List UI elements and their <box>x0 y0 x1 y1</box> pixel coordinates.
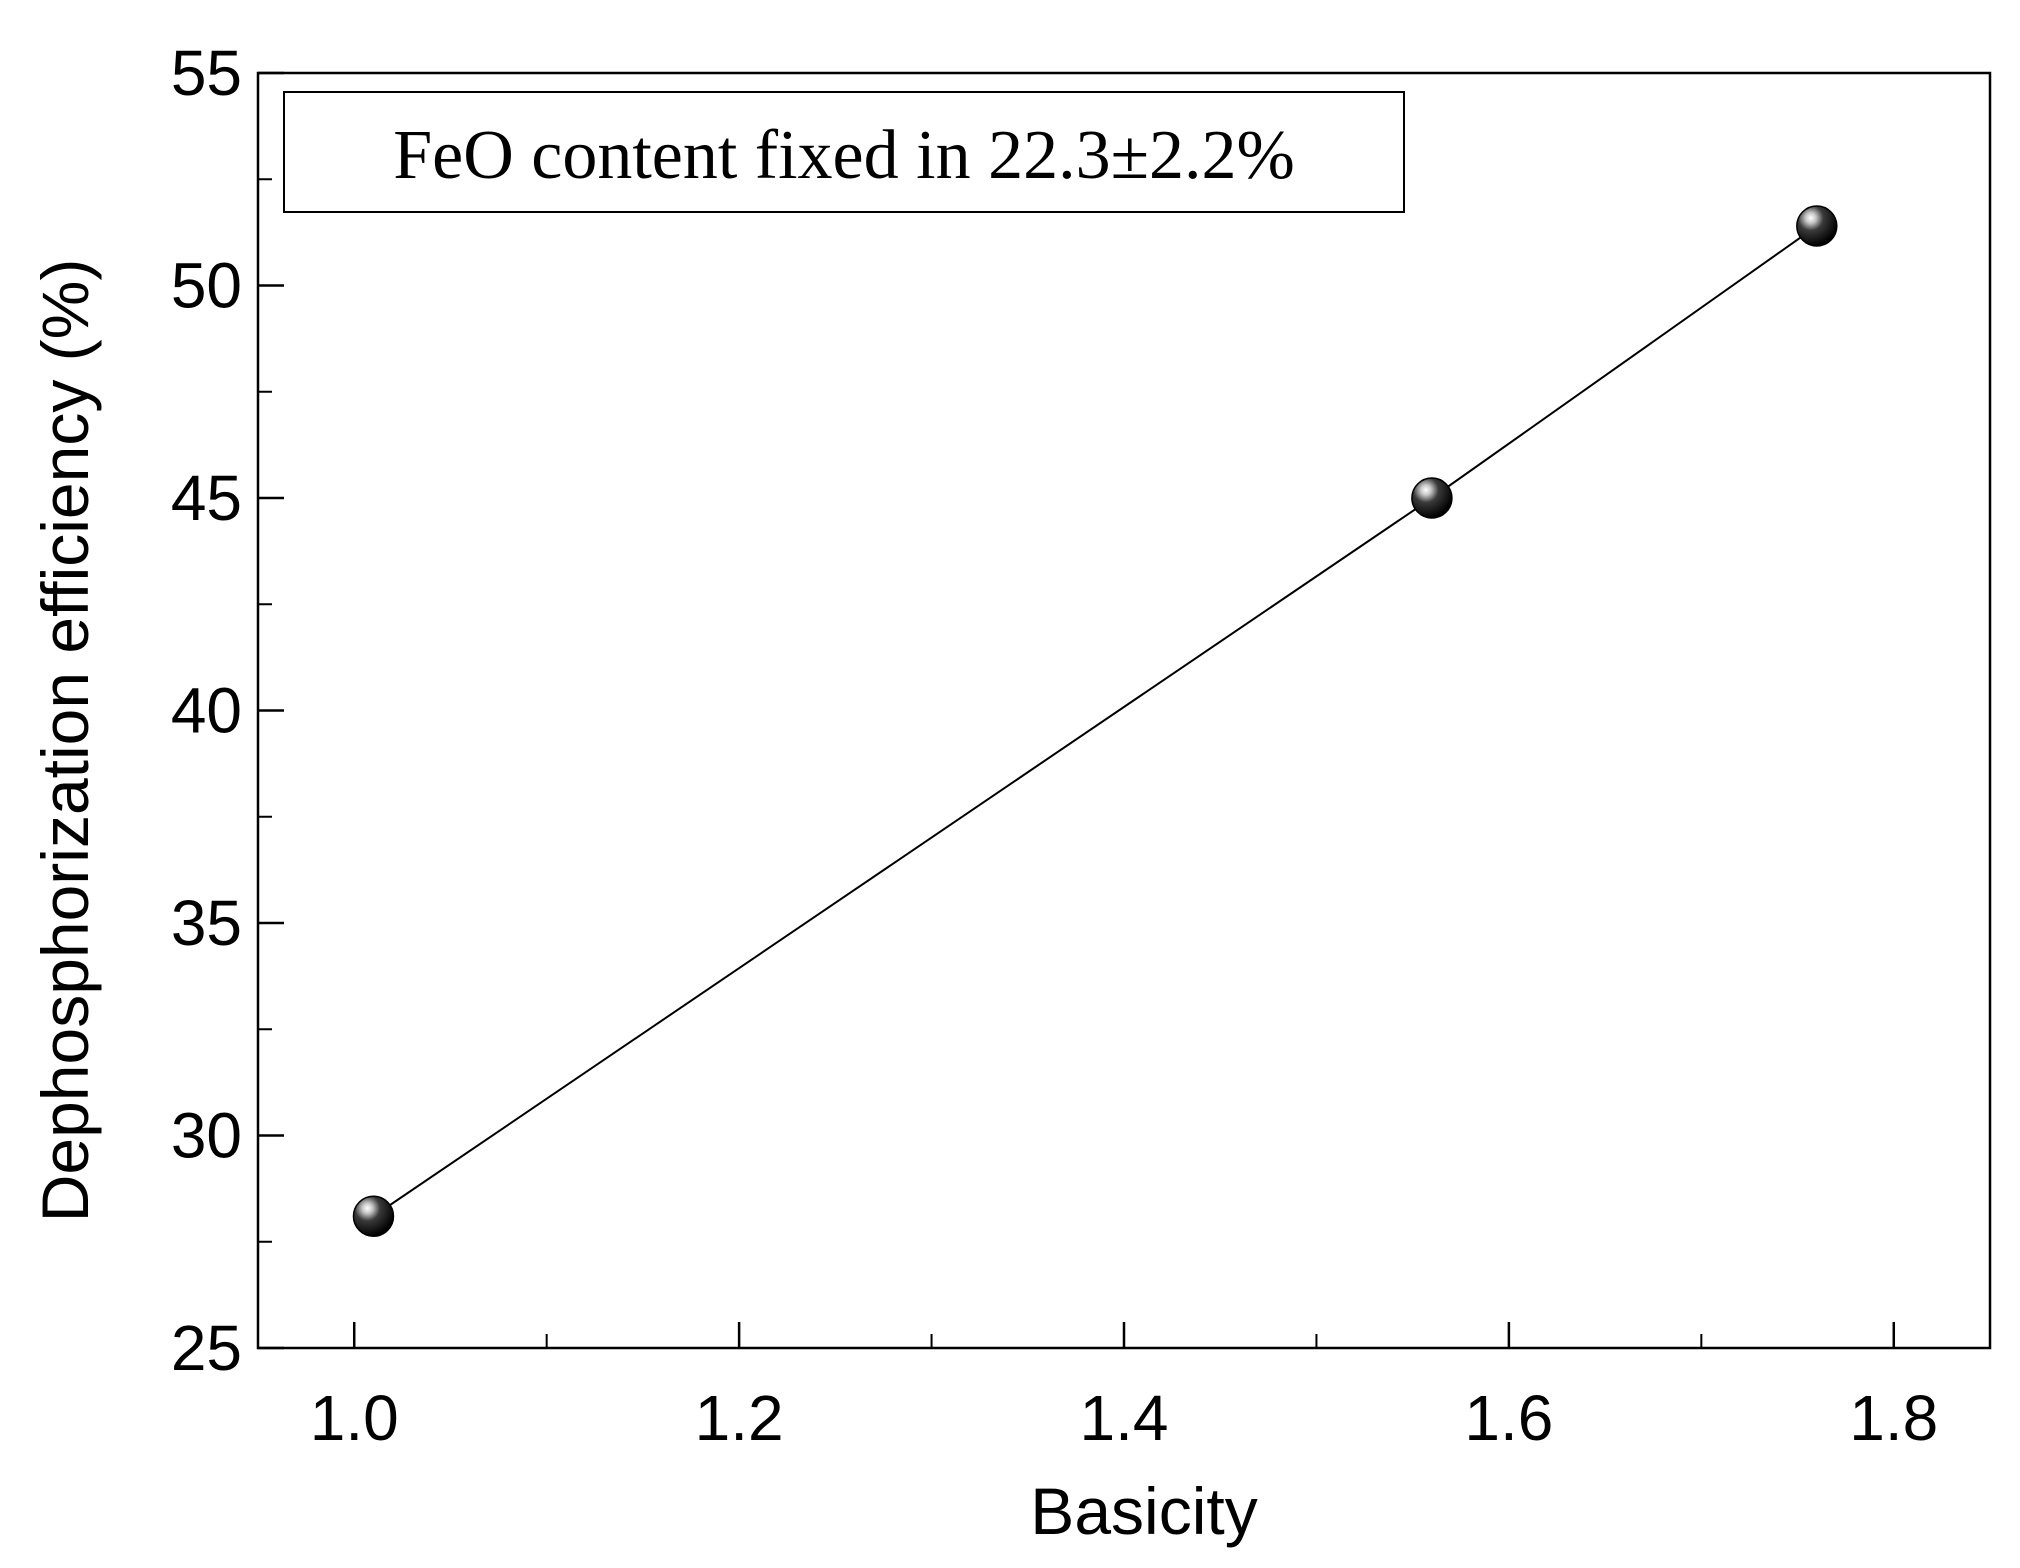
y-tick-label: 30 <box>171 1100 242 1172</box>
x-tick-label: 1.0 <box>310 1382 399 1454</box>
y-tick-label: 50 <box>171 250 242 322</box>
series-line <box>372 225 1818 1218</box>
data-point <box>1796 205 1838 247</box>
x-tick-label: 1.2 <box>695 1382 784 1454</box>
y-tick-label: 35 <box>171 887 242 959</box>
x-tick-label: 1.6 <box>1464 1382 1553 1454</box>
x-axis-title: Basicity <box>1030 1474 1257 1548</box>
y-tick-label: 55 <box>171 37 242 109</box>
data-point <box>1411 477 1453 519</box>
x-tick-label: 1.8 <box>1849 1382 1938 1454</box>
y-tick-label: 25 <box>171 1312 242 1384</box>
x-tick-label: 1.4 <box>1080 1382 1169 1454</box>
annotation-text: FeO content fixed in 22.3±2.2% <box>393 117 1295 194</box>
y-axis-title: Dephosphorization efficiency (%) <box>28 259 102 1223</box>
y-tick-label: 45 <box>171 462 242 534</box>
plot-frame <box>256 71 1992 1350</box>
annotation-box <box>283 91 1405 213</box>
data-point <box>352 1195 395 1237</box>
y-tick-label: 40 <box>171 675 242 747</box>
